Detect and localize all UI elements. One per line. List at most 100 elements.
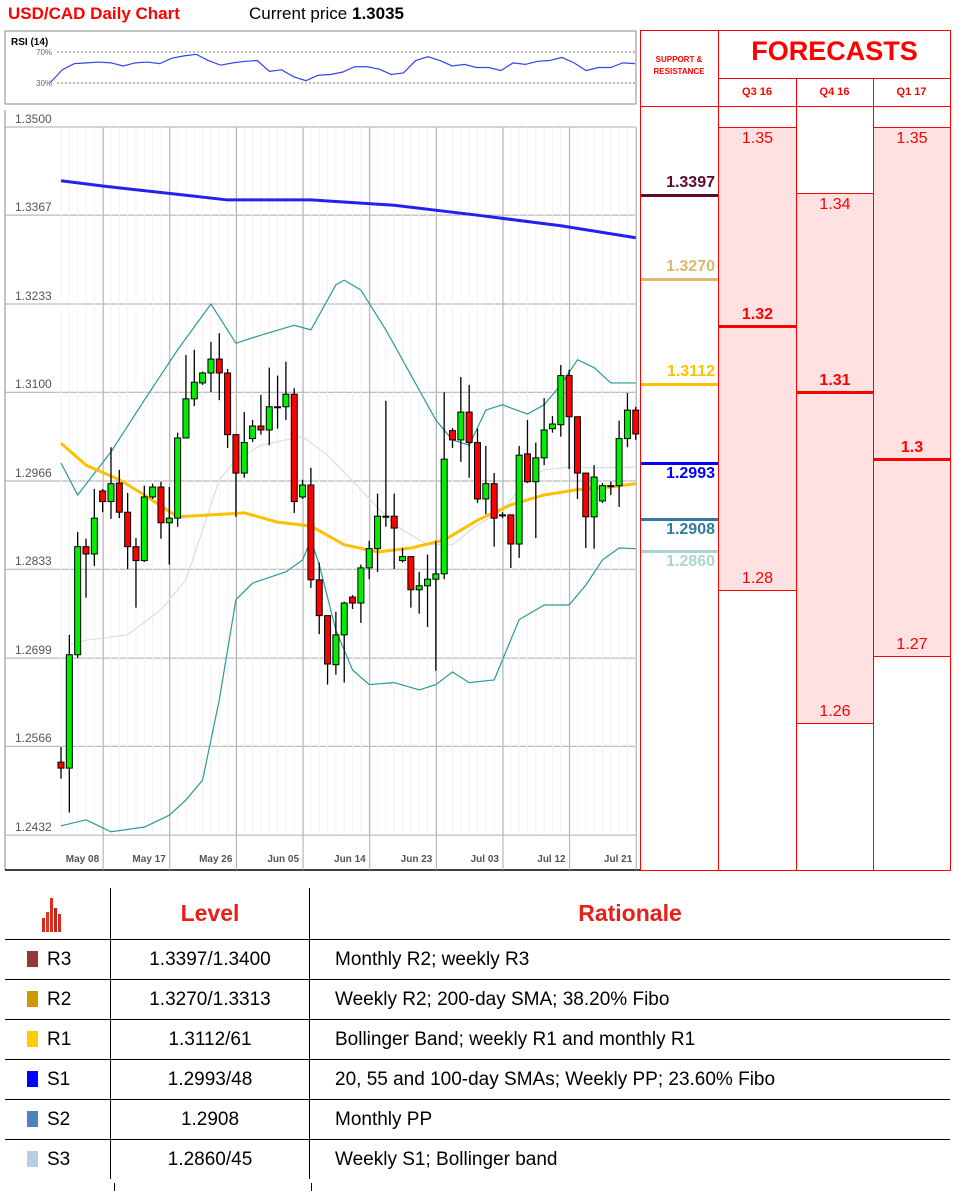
sr-header: SUPPORT & RESISTANCE xyxy=(653,55,705,76)
level-color-swatch xyxy=(27,1150,38,1167)
candle-body xyxy=(407,556,415,591)
rationale-header: Rationale xyxy=(578,900,682,926)
candle-body xyxy=(457,411,465,441)
candle xyxy=(274,375,282,429)
candle-body xyxy=(265,406,273,431)
candle-body xyxy=(432,573,440,580)
price-chart: RSI (14) 70% 30% 1.3500 1.3367 1.3233 1.310… xyxy=(4,30,640,871)
level-value: 1.2993/48 xyxy=(110,1059,310,1100)
candle-body xyxy=(132,546,140,562)
candle-body xyxy=(65,654,73,769)
y-tick-label: 1.3367 xyxy=(15,200,52,214)
sr-level-label: 1.3397 xyxy=(666,174,715,192)
level-color-swatch xyxy=(27,990,38,1007)
candle xyxy=(190,349,198,407)
candle xyxy=(615,420,623,507)
candle-body xyxy=(340,602,348,636)
table-row: R3 1.3397/1.3400 Monthly R2; weekly R3 xyxy=(5,939,950,980)
candle xyxy=(82,538,90,598)
x-tick-label: Jun 05 xyxy=(267,854,299,865)
level-name-cell: R3 xyxy=(5,939,111,980)
level-name-cell: R1 xyxy=(5,1019,111,1060)
sr-level-line xyxy=(641,383,718,387)
level-name-cell: S1 xyxy=(5,1059,111,1100)
candle-body xyxy=(215,358,223,374)
bar-chart-icon xyxy=(5,888,111,940)
level-rationale: Weekly S1; Bollinger band xyxy=(309,1139,950,1179)
y-tick-label: 1.2966 xyxy=(15,466,52,480)
rsi-panel xyxy=(4,30,637,105)
candle-body xyxy=(299,484,307,498)
candle xyxy=(249,420,257,442)
forecast-range-q4-16: 1.34 1.31 1.26 xyxy=(797,193,873,724)
candle-body xyxy=(557,375,565,426)
candle-body xyxy=(540,429,548,459)
candle-body xyxy=(82,546,90,555)
candle-body xyxy=(199,372,207,384)
candle xyxy=(340,601,348,683)
candle xyxy=(282,361,290,421)
level-rationale: Monthly R2; weekly R3 xyxy=(309,939,950,980)
sr-level-label: 1.2993 xyxy=(666,465,715,483)
candle-body xyxy=(249,425,257,440)
candle-body xyxy=(99,490,107,503)
candle xyxy=(382,400,390,527)
candle xyxy=(140,485,148,562)
candle-body xyxy=(107,483,115,503)
sr-level-line xyxy=(641,278,718,282)
forecast-mid: 1.3 xyxy=(900,438,924,456)
y-tick-label: 1.2833 xyxy=(15,554,52,568)
candle-body xyxy=(232,434,240,474)
candle-body xyxy=(424,578,432,587)
candle xyxy=(240,412,248,478)
level-color-swatch xyxy=(27,1110,38,1127)
candle xyxy=(215,333,223,401)
candle xyxy=(182,355,190,439)
x-tick-label: May 08 xyxy=(66,854,100,865)
candle-body xyxy=(190,381,198,400)
candle xyxy=(265,367,273,446)
candle xyxy=(424,554,432,627)
candle-body xyxy=(349,596,357,604)
candle xyxy=(115,469,123,519)
candle-body xyxy=(449,430,457,441)
sr-level-line xyxy=(641,194,718,198)
candle-body xyxy=(332,634,340,666)
forecast-high: 1.34 xyxy=(819,196,851,214)
candle-body xyxy=(365,548,373,569)
candle xyxy=(565,369,573,470)
candle-body xyxy=(632,409,640,435)
candle xyxy=(590,465,598,549)
candle-body xyxy=(523,453,531,483)
candle-body xyxy=(115,482,123,513)
chart-title: USD/CAD Daily Chart xyxy=(8,4,180,23)
level-header: Level xyxy=(110,888,310,940)
levels-table: Level Rationale R3 1.3397/1.3400 Monthly… xyxy=(5,888,950,1179)
bollinger-upper-line xyxy=(60,279,636,497)
forecast-mid: 1.31 xyxy=(819,372,851,390)
table-row: S1 1.2993/48 20, 55 and 100-day SMAs; We… xyxy=(5,1059,950,1100)
candle xyxy=(440,392,448,580)
sr-level-label: 1.2860 xyxy=(666,553,715,571)
candle-body xyxy=(590,476,598,518)
table-row: S3 1.2860/45 Weekly S1; Bollinger band xyxy=(5,1139,950,1179)
candle xyxy=(199,371,207,385)
level-color-swatch xyxy=(27,1070,38,1087)
level-name: S3 xyxy=(47,1148,71,1170)
quarter-q3-16: Q3 16 xyxy=(742,86,772,98)
x-tick-label: Jun 23 xyxy=(401,854,433,865)
candle xyxy=(307,467,315,588)
rsi-line xyxy=(49,53,636,84)
x-tick-label: May 26 xyxy=(199,854,233,865)
forecast-mid-line xyxy=(874,457,950,461)
candle xyxy=(465,384,473,478)
candle xyxy=(132,538,140,608)
level-value: 1.3112/61 xyxy=(110,1019,310,1060)
candle xyxy=(257,394,265,435)
candle xyxy=(290,388,298,513)
candle-body xyxy=(74,546,82,656)
level-name: S1 xyxy=(47,1068,71,1090)
candle-body xyxy=(382,515,390,518)
current-price-value: 1.3035 xyxy=(352,4,404,23)
x-tick-label: Jul 03 xyxy=(471,854,500,865)
